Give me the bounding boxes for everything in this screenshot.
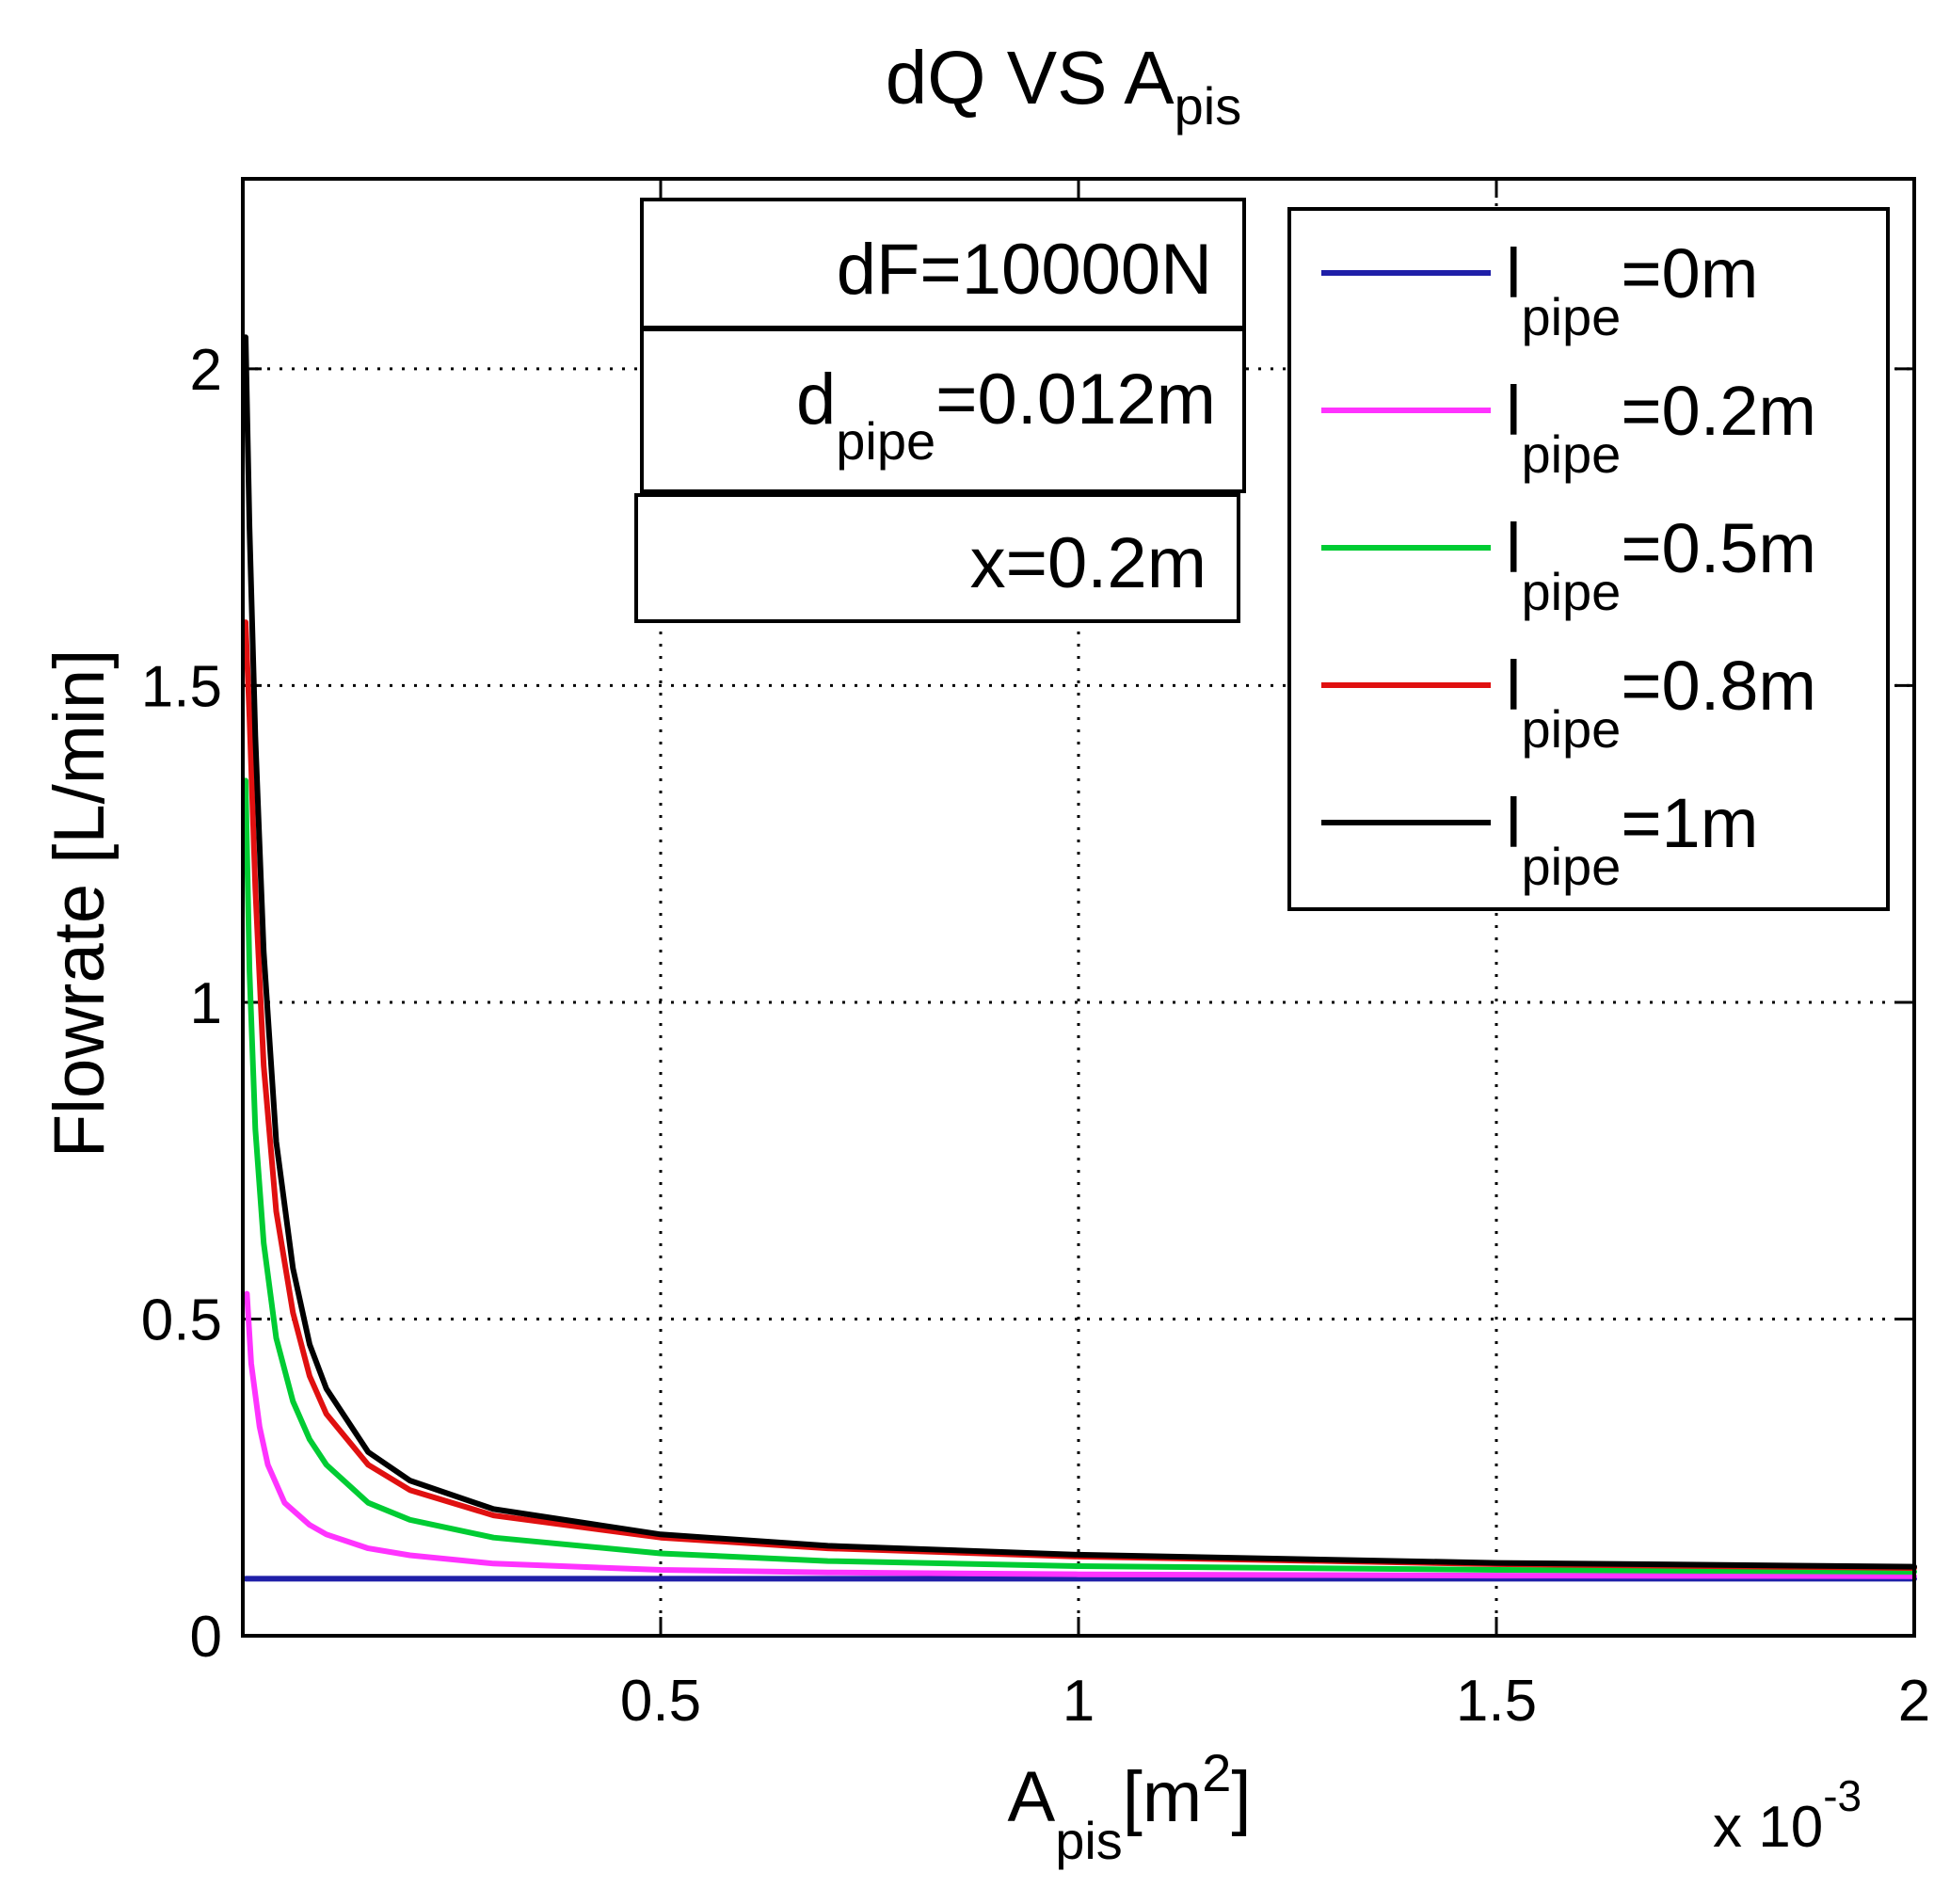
legend-box (1287, 207, 1890, 911)
x-tick-label: 1 (1063, 1669, 1095, 1734)
tick-labels: 0.5 1 1.5 2 0 0.5 1 1.5 2 (141, 338, 1930, 1734)
plot-frame (241, 177, 1916, 1638)
legend-label-4: lpipe=1m (1506, 784, 1758, 896)
series-line-2 (243, 777, 1917, 1575)
x-exponent: x 10-3 (1713, 1771, 1862, 1860)
y-tick-label: 1.5 (141, 654, 222, 719)
legend-label-0: lpipe=0m (1506, 234, 1758, 346)
legend-label-2: lpipe=0.5m (1506, 509, 1816, 621)
annotation-box-2 (640, 328, 1246, 493)
chart-title-sub: pis (1175, 76, 1242, 136)
x-exponent-base: x 10 (1713, 1795, 1823, 1860)
annotation-line-2-sub: pipe (836, 411, 935, 471)
x-axis-label-unit-sup: 2 (1202, 1743, 1231, 1802)
x-tick-label: 1.5 (1456, 1669, 1537, 1734)
x-axis-label-unit-close: ] (1231, 1757, 1251, 1837)
annotation-line-3: x=0.2m (970, 523, 1207, 603)
y-tick-label: 0 (190, 1605, 222, 1670)
annotation-box-3 (634, 493, 1240, 623)
chart-title-main: dQ VS A (886, 36, 1175, 120)
y-tick-label: 2 (190, 338, 222, 403)
y-tick-label: 1 (190, 971, 222, 1036)
x-exponent-exp: -3 (1823, 1771, 1862, 1820)
annotation-line-2-rest: =0.012m (935, 360, 1216, 440)
series-group (243, 334, 1917, 1582)
x-axis-label-unit-open: [m (1123, 1757, 1202, 1837)
annotation-line-1: dF=10000N (837, 230, 1212, 310)
y-axis-label: Flowrate [L/min] (40, 649, 120, 1159)
x-axis-label-main: A (1007, 1757, 1055, 1837)
x-axis-label-sub: pis (1055, 1811, 1123, 1870)
x-axis-label: Apis[m2] (1007, 1743, 1251, 1870)
y-tick-label: 0.5 (141, 1288, 222, 1352)
chart-title: dQ VS Apis (886, 36, 1241, 136)
annotation-box-1 (640, 198, 1246, 329)
series-line-1 (244, 1290, 1917, 1579)
annotation-box: dF=10000N dpipe=0.012m x=0.2m (634, 198, 1246, 623)
legend: lpipe=0m lpipe=0.2m lpipe=0.5m lpipe=0.8m lp… (1287, 207, 1890, 911)
series-line-4 (243, 334, 1917, 1570)
x-tick-label: 0.5 (620, 1669, 701, 1734)
grid (243, 179, 1914, 1636)
annotation-line-2: dpipe=0.012m (796, 360, 1216, 471)
x-tick-label: 2 (1898, 1669, 1930, 1734)
legend-label-3: lpipe=0.8m (1506, 647, 1816, 759)
annotation-line-2-main: d (796, 360, 836, 440)
legend-label-1: lpipe=0.2m (1506, 372, 1816, 484)
